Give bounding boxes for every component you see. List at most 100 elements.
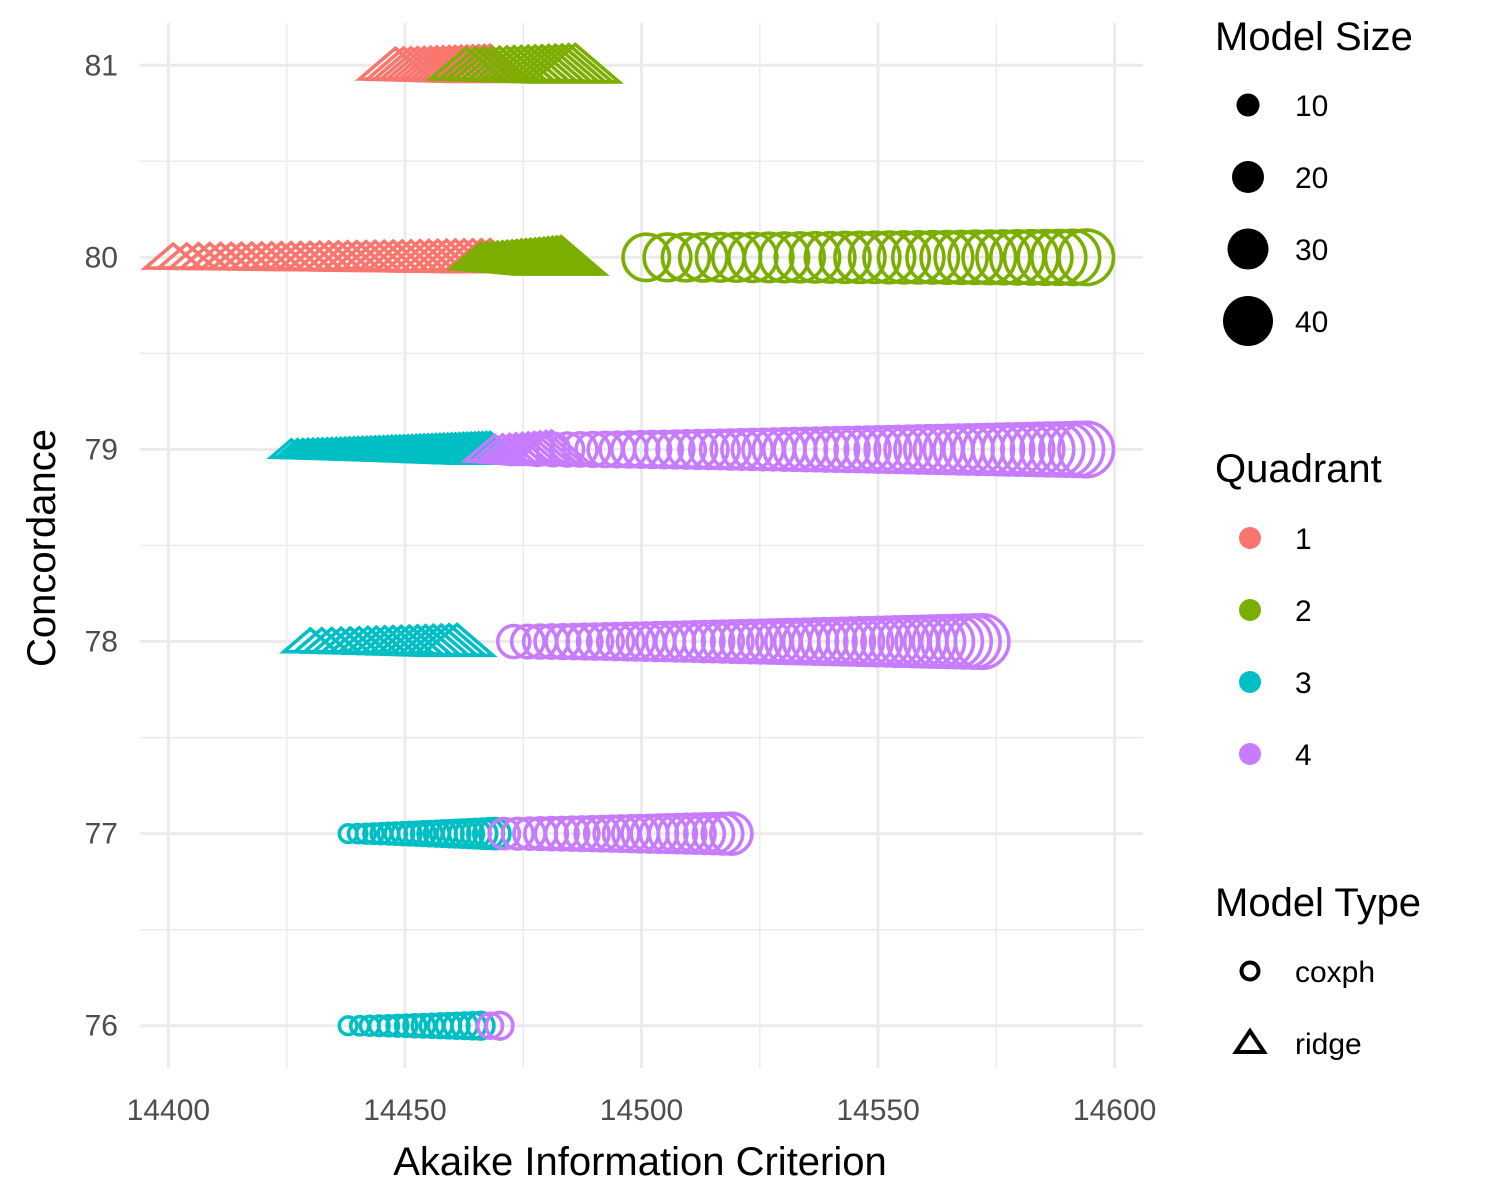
legend-size-label: 40 [1295,306,1328,339]
point-coxph-q4 [548,431,586,468]
point-coxph-q3 [367,1014,391,1038]
point-coxph-q4 [644,429,685,470]
point-coxph-q2 [862,230,917,285]
point-coxph-q4 [720,427,764,472]
point-coxph-q4 [677,428,719,471]
point-coxph-q4 [873,424,924,475]
point-coxph-q2 [833,230,887,285]
legend-model-type-entries: coxph ridge [1232,956,1375,1061]
point-coxph-q2 [1016,228,1074,286]
y-tick-label: 79 [85,433,118,466]
point-coxph-q3 [385,1013,410,1038]
point-coxph-q2 [975,229,1032,286]
x-tick-labels: 14400 14450 14500 14550 14600 [127,1094,1157,1127]
legend-quadrant-label: 3 [1295,667,1312,700]
point-coxph-q2 [818,230,872,285]
legend-size-key [1232,161,1264,193]
point-coxph-q4 [655,429,696,470]
point-coxph-q4 [893,424,944,475]
legend-model-type-label: ridge [1295,1028,1362,1061]
point-coxph-q2 [660,232,712,283]
point-coxph-q2 [1043,228,1102,287]
legend-size-title: Model Size [1215,15,1413,59]
point-coxph-q4 [803,426,850,473]
x-tick-label: 14500 [600,1094,683,1127]
point-coxph-q2 [933,229,989,286]
y-tick-labels: 76 77 78 79 80 81 [85,49,118,1042]
point-coxph-q4 [553,815,591,852]
point-coxph-q3 [346,822,369,845]
point-coxph-q2 [1057,228,1116,287]
point-coxph-q4 [574,430,612,469]
point-coxph-q4 [682,619,726,664]
point-coxph-q4 [487,816,522,851]
point-coxph-q2 [758,231,811,284]
legend-quadrant-entries: 1 2 3 4 [1239,523,1312,772]
point-coxph-q4 [709,811,754,856]
point-coxph-q2 [642,232,693,283]
legend-size-entries: 10 20 30 40 [1223,90,1328,346]
point-coxph-q3 [376,1013,401,1038]
point-ridge-q2 [526,42,624,84]
point-coxph-q4 [533,815,570,852]
point-coxph-q4 [592,814,631,853]
point-coxph-q4 [833,425,882,474]
point-coxph-q2 [742,231,795,284]
y-tick-label: 80 [85,241,118,274]
legend-quadrant-key [1239,743,1261,765]
point-coxph-q2 [621,232,672,283]
x-axis-title: Akaike Information Criterion [393,1140,887,1184]
legend-size-label: 30 [1295,234,1328,267]
legend-quadrant-label: 4 [1295,739,1312,772]
point-coxph-q4 [475,1011,505,1040]
point-coxph-q4 [823,425,871,474]
y-tick-label: 76 [85,1010,118,1043]
legend-model-type-label: coxph [1295,956,1375,989]
legend-quadrant-label: 1 [1295,523,1312,556]
legend-quadrant-key [1239,527,1261,549]
point-coxph-q4 [519,431,556,468]
legend-quadrant-key [1239,671,1261,693]
point-coxph-q4 [565,622,604,661]
point-coxph-q4 [863,424,913,475]
point-coxph-q4 [666,429,708,470]
legend-quadrant-label: 2 [1295,595,1312,628]
point-coxph-q4 [656,812,699,855]
point-coxph-q2 [961,229,1018,286]
y-tick-label: 78 [85,626,118,659]
x-tick-label: 14450 [363,1094,446,1127]
legend-size-label: 10 [1295,90,1328,123]
point-coxph-q4 [853,425,903,474]
y-tick-label: 77 [85,818,118,851]
point-coxph-q3 [393,1013,419,1039]
point-coxph-q4 [843,425,892,474]
point-coxph-q2 [876,230,932,285]
point-coxph-q2 [803,230,857,284]
point-coxph-q4 [582,814,621,853]
x-tick-label: 14550 [836,1094,919,1127]
point-coxph-q4 [700,619,746,664]
x-tick-label: 14600 [1073,1094,1156,1127]
legend-size-key [1236,93,1260,117]
point-coxph-q4 [953,612,1011,671]
point-coxph-q4 [632,429,673,470]
legend-size-label: 20 [1295,162,1328,195]
point-coxph-q2 [773,231,826,284]
point-coxph-q4 [663,620,707,663]
point-coxph-q4 [554,622,593,661]
point-coxph-q3 [477,816,512,851]
point-coxph-q2 [677,231,729,283]
point-coxph-q2 [905,229,961,285]
point-coxph-q4 [813,425,861,473]
point-coxph-q3 [465,1010,496,1041]
point-coxph-q4 [698,428,741,471]
point-coxph-q3 [337,1015,359,1037]
legend-size-key [1227,228,1269,270]
point-ridge-q3 [416,622,498,658]
point-coxph-q4 [561,430,599,468]
legend-coxph-key [1239,960,1261,982]
point-ridge-q2 [512,234,610,276]
point-coxph-q4 [1057,420,1116,479]
point-coxph-q4 [495,623,532,660]
point-coxph-q2 [788,230,842,284]
